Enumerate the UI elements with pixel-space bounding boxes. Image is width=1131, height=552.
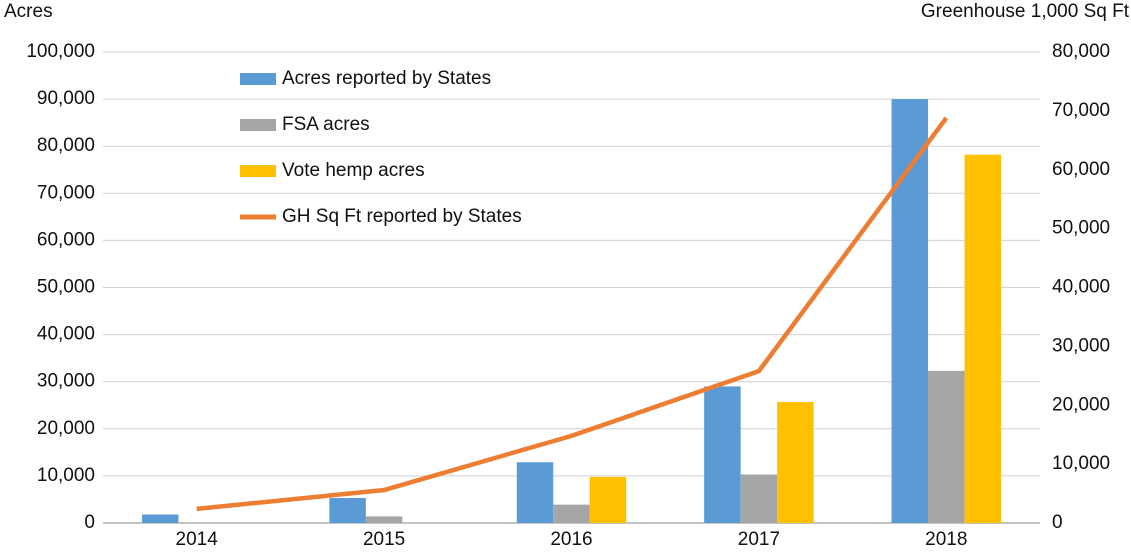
y-axis-title: Acres (4, 1, 53, 22)
y-tick-label: 40,000 (37, 324, 95, 345)
y-tick-label: 60,000 (37, 229, 95, 250)
bar (704, 386, 741, 523)
y2-tick-label: 30,000 (1052, 335, 1110, 356)
y2-tick-label: 70,000 (1052, 100, 1110, 121)
x-tick-label: 2014 (176, 529, 219, 550)
bar (329, 498, 366, 523)
bar (964, 154, 1002, 524)
y2-tick-label: 60,000 (1052, 159, 1110, 180)
bar (928, 370, 965, 523)
legend-swatch (240, 165, 276, 177)
y2-axis-title: Greenhouse 1,000 Sq Ft (921, 1, 1130, 22)
x-tick-label: 2018 (925, 529, 967, 550)
y-tick-label: 10,000 (37, 465, 95, 486)
y2-tick-label: 0 (1052, 512, 1063, 533)
bar (365, 516, 403, 523)
legend-label: Acres reported by States (282, 68, 491, 89)
y-tick-label: 20,000 (37, 418, 95, 439)
y2-tick-label: 10,000 (1052, 453, 1110, 474)
y-tick-label: 50,000 (37, 277, 95, 298)
legend-swatch (240, 73, 276, 85)
legend-label: FSA acres (282, 114, 370, 135)
bar (777, 401, 814, 523)
y-tick-label: 30,000 (37, 371, 95, 392)
x-tick-label: 2016 (550, 529, 592, 550)
y-tick-label: 0 (84, 512, 95, 533)
bar (589, 476, 627, 523)
y-tick-label: 100,000 (26, 41, 95, 62)
legend-label: Vote hemp acres (282, 160, 425, 181)
bar (141, 514, 179, 523)
y2-tick-label: 20,000 (1052, 394, 1110, 415)
bar (891, 99, 929, 523)
bar (740, 474, 778, 523)
y2-tick-label: 50,000 (1052, 218, 1110, 239)
x-tick-label: 2017 (738, 529, 780, 550)
y2-tick-label: 80,000 (1052, 41, 1110, 62)
y2-tick-label: 40,000 (1052, 277, 1110, 298)
bar (516, 462, 554, 523)
line (196, 116, 949, 512)
legend-swatch (240, 119, 276, 131)
legend-label: GH Sq Ft reported by States (282, 206, 522, 227)
y-tick-label: 90,000 (37, 88, 95, 109)
y-tick-label: 80,000 (37, 135, 95, 156)
y-tick-label: 70,000 (37, 182, 95, 203)
x-tick-label: 2015 (363, 529, 405, 550)
bar (553, 504, 590, 523)
